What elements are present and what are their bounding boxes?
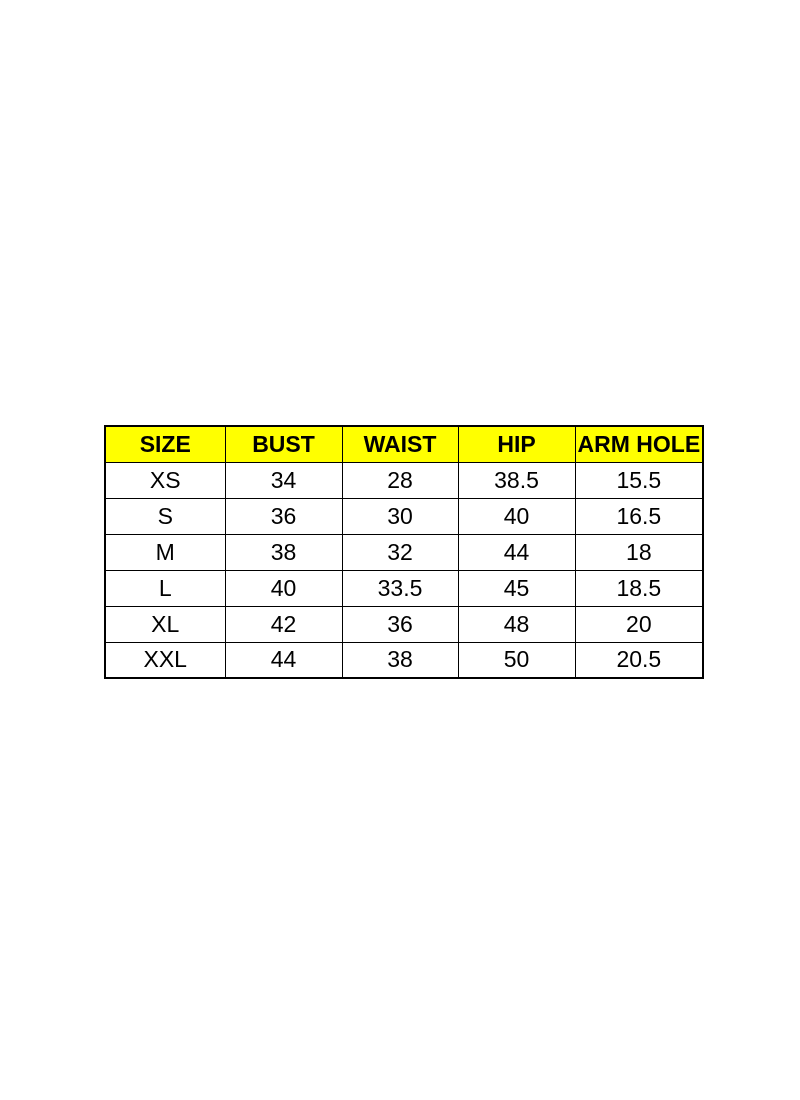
header-cell-arm-hole: ARM HOLE bbox=[574, 425, 704, 463]
table-cell: 38 bbox=[224, 533, 343, 571]
table-cell: 36 bbox=[341, 605, 459, 643]
table-cell: S bbox=[104, 497, 226, 535]
table-cell: 40 bbox=[224, 569, 343, 607]
table-row: L 40 33.5 45 18.5 bbox=[104, 569, 704, 607]
table-cell: L bbox=[104, 569, 226, 607]
table-cell: 38 bbox=[341, 641, 459, 679]
table-cell: 44 bbox=[224, 641, 343, 679]
size-chart-header: SIZE BUST WAIST HIP ARM HOLE bbox=[104, 425, 704, 463]
table-cell: 18 bbox=[574, 533, 704, 571]
table-cell: 18.5 bbox=[574, 569, 704, 607]
size-table-body: XS 34 28 38.5 15.5 S 36 30 40 16.5 M 38 32 44 18 L 40 33.… bbox=[104, 461, 704, 679]
header-cell-waist: WAIST bbox=[341, 425, 459, 463]
table-cell: 16.5 bbox=[574, 497, 704, 535]
table-cell: 20.5 bbox=[574, 641, 704, 679]
table-cell: 48 bbox=[457, 605, 576, 643]
header-row: SIZE BUST WAIST HIP ARM HOLE bbox=[104, 425, 704, 463]
table-cell: 20 bbox=[574, 605, 704, 643]
header-cell-size: SIZE bbox=[104, 425, 226, 463]
table-cell: 45 bbox=[457, 569, 576, 607]
table-cell: 36 bbox=[224, 497, 343, 535]
table-row: XXL 44 38 50 20.5 bbox=[104, 641, 704, 679]
table-row: XL 42 36 48 20 bbox=[104, 605, 704, 643]
table-cell: XXL bbox=[104, 641, 226, 679]
table-cell: 44 bbox=[457, 533, 576, 571]
header-cell-bust: BUST bbox=[224, 425, 343, 463]
table-cell: 38.5 bbox=[457, 461, 576, 499]
table-cell: 33.5 bbox=[341, 569, 459, 607]
table-row: M 38 32 44 18 bbox=[104, 533, 704, 571]
table-cell: XS bbox=[104, 461, 226, 499]
table-cell: 42 bbox=[224, 605, 343, 643]
table-cell: 30 bbox=[341, 497, 459, 535]
header-cell-hip: HIP bbox=[457, 425, 576, 463]
table-cell: 50 bbox=[457, 641, 576, 679]
table-row: XS 34 28 38.5 15.5 bbox=[104, 461, 704, 499]
table-cell: 15.5 bbox=[574, 461, 704, 499]
table-cell: M bbox=[104, 533, 226, 571]
table-cell: XL bbox=[104, 605, 226, 643]
size-chart-table: SIZE BUST WAIST HIP ARM HOLE XS 34 28 38.5 1… bbox=[104, 425, 705, 679]
table-row: S 36 30 40 16.5 bbox=[104, 497, 704, 535]
table-cell: 32 bbox=[341, 533, 459, 571]
table-cell: 40 bbox=[457, 497, 576, 535]
table-cell: 34 bbox=[224, 461, 343, 499]
table-cell: 28 bbox=[341, 461, 459, 499]
